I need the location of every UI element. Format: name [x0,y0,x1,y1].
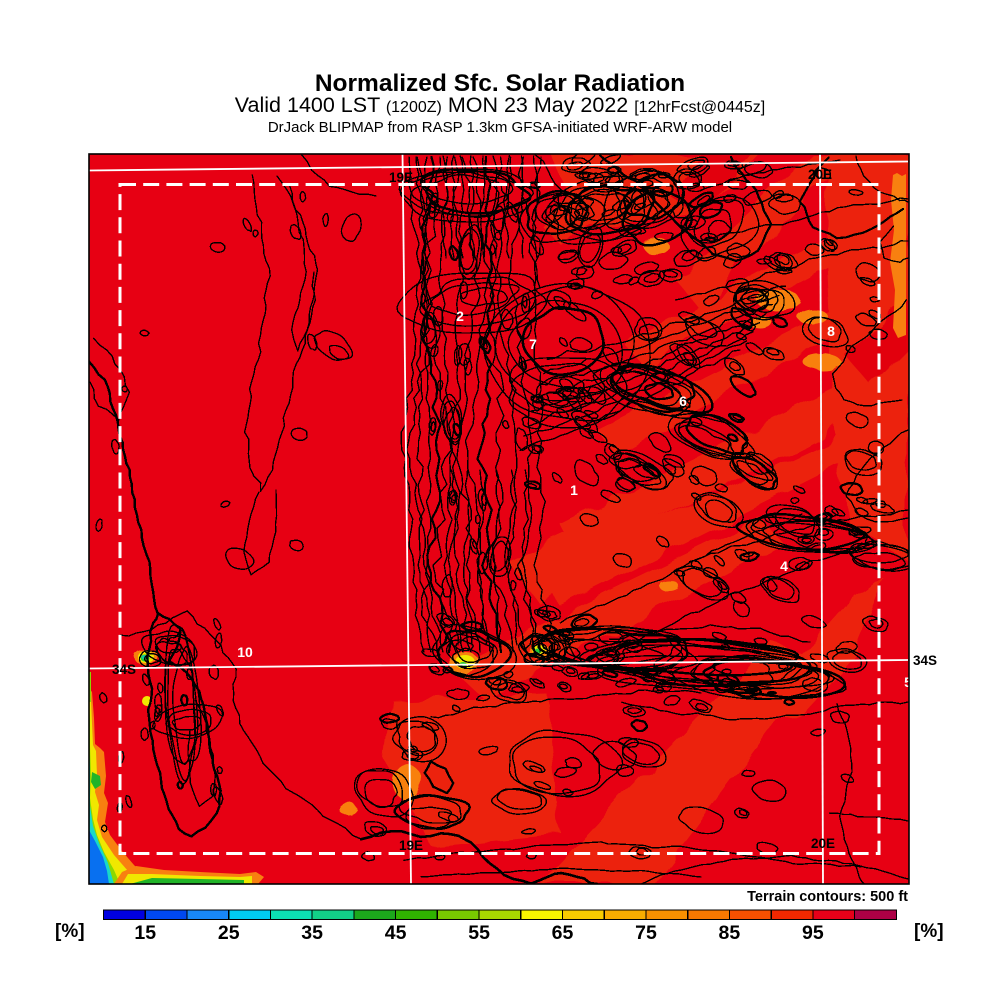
svg-text:[%]: [%] [55,921,85,942]
svg-text:19E: 19E [399,838,423,853]
svg-text:34S: 34S [112,662,136,677]
svg-text:20E: 20E [808,167,832,182]
svg-text:10: 10 [237,644,253,660]
svg-text:Valid 1400 LST (1200Z) MON 23: Valid 1400 LST (1200Z) MON 23 May 2022 [… [235,93,765,117]
svg-text:25: 25 [218,922,240,944]
svg-text:45: 45 [385,922,407,944]
svg-text:15: 15 [134,922,156,944]
svg-text:35: 35 [301,922,323,944]
svg-text:20E: 20E [811,836,835,851]
svg-text:55: 55 [468,922,490,944]
svg-text:2: 2 [456,308,464,324]
svg-text:4: 4 [780,558,788,574]
svg-text:75: 75 [635,922,657,944]
svg-text:65: 65 [552,922,574,944]
svg-text:34S: 34S [913,653,937,668]
svg-text:19E: 19E [389,170,413,185]
svg-text:6: 6 [679,393,687,409]
svg-text:5: 5 [904,674,912,690]
svg-text:[%]: [%] [914,921,944,942]
svg-text:Terrain contours: 500 ft: Terrain contours: 500 ft [747,889,908,905]
svg-text:95: 95 [802,922,824,944]
svg-text:Normalized Sfc. Solar Radiatio: Normalized Sfc. Solar Radiation [315,70,685,97]
svg-text:1: 1 [570,482,578,498]
svg-text:85: 85 [719,922,741,944]
svg-text:7: 7 [529,336,537,352]
svg-text:8: 8 [827,323,835,339]
svg-text:DrJack BLIPMAP from RASP 1.3km: DrJack BLIPMAP from RASP 1.3km GFSA-init… [268,119,732,136]
